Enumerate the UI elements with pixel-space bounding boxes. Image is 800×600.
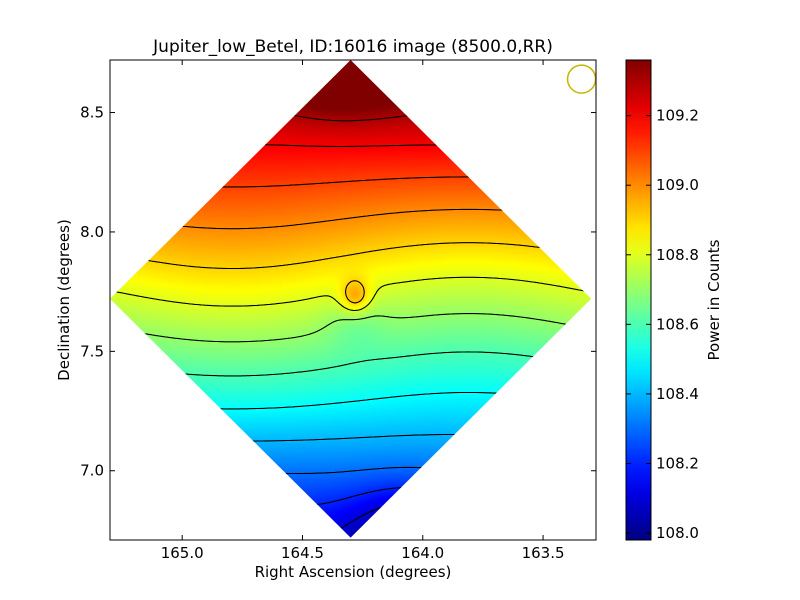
x-tick-label: 163.5 <box>522 544 565 562</box>
colorbar-tick-label: 108.8 <box>656 246 699 264</box>
colorbar-label: Power in Counts <box>705 239 723 360</box>
colorbar-scale <box>625 59 652 541</box>
chart-title: Jupiter_low_Betel, ID:16016 image (8500.… <box>152 37 553 57</box>
y-tick-label: 8.0 <box>80 223 104 241</box>
y-tick-label: 8.5 <box>80 104 104 122</box>
colorbar-tick-label: 108.4 <box>656 385 699 403</box>
colorbar-tick-label: 109.2 <box>656 107 699 125</box>
colorbar: 108.0 108.2 108.4 108.6 108.8 109.0 109.2 Powe… <box>625 59 723 542</box>
beam-marker <box>566 64 596 94</box>
y-tick-label: 7.5 <box>80 342 104 360</box>
colorbar-tick-label: 108.6 <box>656 315 699 333</box>
colorbar-ticks: 108.0 108.2 108.4 108.6 108.8 109.0 109.2 <box>626 107 699 542</box>
colorbar-tick-label: 109.0 <box>656 176 699 194</box>
x-axis-label: Right Ascension (degrees) <box>255 563 452 581</box>
y-axis-label: Declination (degrees) <box>55 219 73 381</box>
colorbar-tick-label: 108.0 <box>656 524 699 542</box>
plot-area <box>110 60 596 538</box>
y-axis-ticks: 7.0 7.5 8.0 8.5 <box>80 104 596 480</box>
x-tick-label: 165.0 <box>161 544 204 562</box>
x-axis-ticks: 165.0 164.5 164.0 163.5 <box>161 60 565 562</box>
x-tick-label: 164.5 <box>281 544 324 562</box>
heatmap-image <box>110 60 592 538</box>
colorbar-tick-label: 108.2 <box>656 454 699 472</box>
y-tick-label: 7.0 <box>80 462 104 480</box>
x-tick-label: 164.0 <box>401 544 444 562</box>
plot-frame <box>109 59 597 541</box>
